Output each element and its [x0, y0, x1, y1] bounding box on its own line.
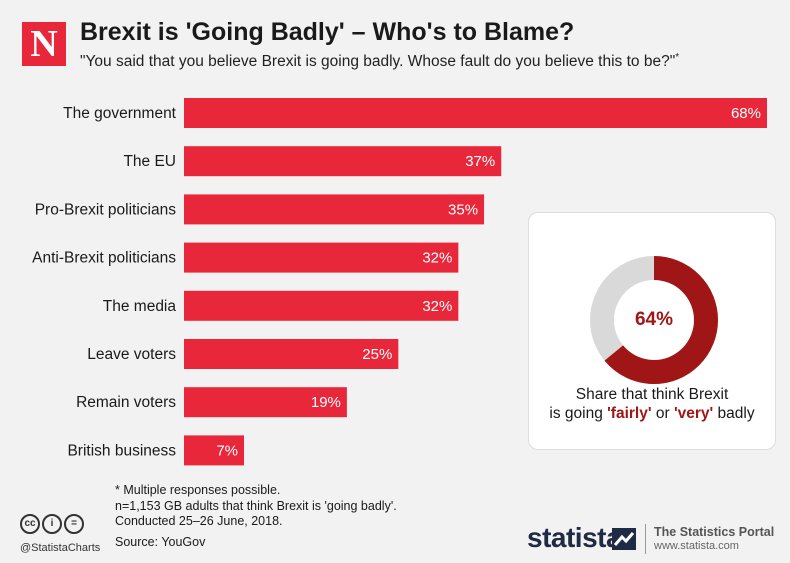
value-label-7: 7% [216, 442, 238, 459]
chart-title: Brexit is 'Going Badly' – Who's to Blame… [80, 18, 575, 46]
footnote-multiple: * Multiple responses possible. [115, 483, 281, 497]
donut-caption: Share that think Brexit is going 'fairly… [529, 385, 775, 423]
portal-label: The Statistics Portal [654, 525, 775, 539]
category-label-7: British business [67, 442, 176, 459]
bar-4 [184, 290, 459, 321]
footnote-sample: n=1,153 GB adults that think Brexit is '… [115, 498, 397, 513]
subtitle-text: "You said that you believe Brexit is goi… [80, 53, 676, 71]
donut-card: 64% Share that think Brexit is going 'fa… [528, 212, 776, 450]
bar-6 [184, 387, 347, 418]
value-label-0: 68% [731, 105, 761, 122]
caption-or: or [651, 405, 674, 422]
caption-prefix: is going [549, 405, 608, 422]
bar-0 [184, 98, 767, 128]
footnote-date: Conducted 25–26 June, 2018. [115, 514, 283, 528]
value-label-6: 19% [311, 394, 341, 411]
bar-5 [184, 339, 399, 369]
category-label-5: Leave voters [87, 346, 176, 363]
donut-caption-line1: Share that think Brexit [575, 386, 729, 403]
value-label-3: 32% [422, 250, 452, 267]
caption-very: 'very' [673, 405, 714, 422]
bar-2 [184, 194, 485, 225]
donut-caption-line2: is going 'fairly' or 'very' badly [529, 404, 775, 423]
cc-icon: cc [20, 514, 40, 534]
statista-wordmark: statista [527, 522, 622, 553]
subtitle-footnote-mark: * [675, 52, 680, 63]
bar-chart: The government 68% The EU 37% Pro-Brexit pol… [32, 98, 767, 466]
category-label-6: Remain voters [76, 394, 176, 411]
license-icons: cc i = [20, 514, 84, 534]
no-derivatives-icon: = [64, 514, 84, 534]
category-label-1: The EU [123, 153, 176, 170]
donut-chart [590, 256, 718, 384]
caption-fairly: 'fairly' [607, 405, 652, 422]
statista-logo-icon [612, 528, 636, 550]
category-label-0: The government [63, 105, 177, 122]
bar-7 [184, 435, 245, 466]
value-label-5: 25% [362, 346, 392, 363]
category-label-4: The media [103, 298, 177, 315]
social-handle: @StatistaCharts [20, 542, 101, 554]
attribution-icon: i [42, 514, 62, 534]
footnote-source: Source: YouGov [115, 534, 206, 549]
value-label-1: 37% [465, 153, 495, 170]
footer-divider [645, 524, 646, 554]
donut-center-value: 64% [634, 309, 674, 330]
value-label-2: 35% [448, 201, 478, 218]
chart-subtitle: "You said that you believe Brexit is goi… [80, 52, 679, 71]
newsweek-logo: N [22, 22, 66, 66]
caption-suffix: badly [713, 405, 755, 422]
category-label-2: Pro-Brexit politicians [35, 201, 177, 218]
category-label-3: Anti-Brexit politicians [32, 250, 176, 267]
footnotes: * Multiple responses possible. n=1,153 G… [115, 483, 397, 550]
bar-3 [184, 242, 459, 273]
bar-1 [184, 146, 502, 177]
value-label-4: 32% [422, 298, 452, 315]
portal-url: www.statista.com [654, 540, 739, 552]
donut-value-slice [590, 256, 718, 384]
